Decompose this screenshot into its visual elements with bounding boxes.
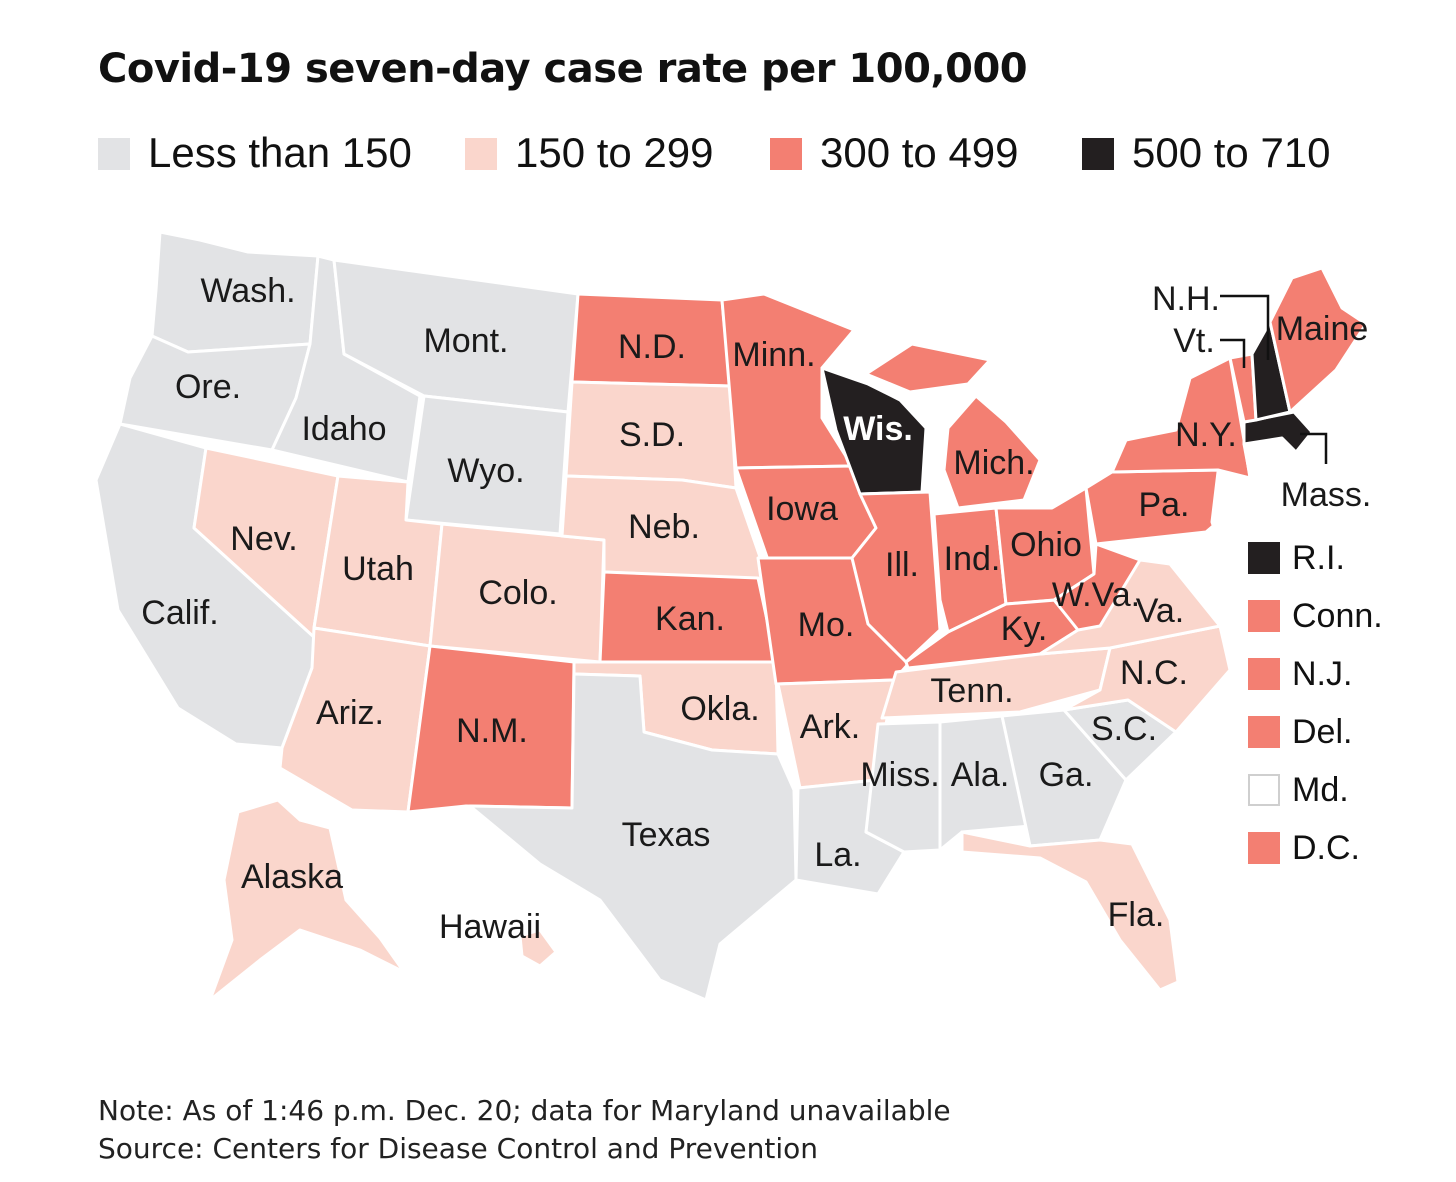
legend-swatch xyxy=(465,138,497,170)
state-label-ca: Calif. xyxy=(141,594,218,632)
state-label-sc: S.C. xyxy=(1091,710,1157,748)
state-ak xyxy=(208,798,406,1002)
state-label-nd: N.D. xyxy=(618,328,686,366)
state-label-in: Ind. xyxy=(944,540,1001,578)
map-title: Covid-19 seven-day case rate per 100,000 xyxy=(98,46,1028,92)
state-label-ga: Ga. xyxy=(1039,756,1094,794)
state-label-nh: N.H. xyxy=(1152,280,1220,318)
state-label-ky: Ky. xyxy=(1001,610,1048,648)
state-label-il: Ill. xyxy=(885,546,919,584)
state-al xyxy=(938,714,1032,852)
state-label-tn: Tenn. xyxy=(930,672,1013,710)
state-label-co: Colo. xyxy=(478,574,557,612)
leader-line-vt xyxy=(1220,338,1246,368)
state-il xyxy=(850,490,942,664)
state-shapes xyxy=(94,230,1368,1002)
state-label-id: Idaho xyxy=(301,410,386,448)
small-state-label: Conn. xyxy=(1292,597,1383,635)
state-wy xyxy=(404,394,570,536)
small-state-label: R.I. xyxy=(1292,539,1345,577)
state-wv xyxy=(1052,542,1142,632)
state-label-az: Ariz. xyxy=(316,694,384,732)
small-state-label: Del. xyxy=(1292,713,1353,751)
legend-label: 300 to 499 xyxy=(820,129,1019,176)
state-label-va: Va. xyxy=(1136,592,1185,630)
state-label-ak: Alaska xyxy=(241,858,343,896)
state-label-ia: Iowa xyxy=(766,490,838,528)
state-label-mt: Mont. xyxy=(423,322,508,360)
small-state-swatch xyxy=(1248,542,1280,574)
legend-label: 500 to 710 xyxy=(1132,129,1331,176)
state-label-ks: Kan. xyxy=(655,600,725,638)
state-labels: Wash. Ore. Calif. Idaho Mont. Wyo. Nev. … xyxy=(141,272,1371,946)
state-label-wy: Wyo. xyxy=(447,452,524,490)
state-label-oh: Ohio xyxy=(1010,526,1082,564)
state-label-al: Ala. xyxy=(951,756,1010,794)
state-mi xyxy=(942,394,1042,510)
small-state-label: N.J. xyxy=(1292,655,1353,693)
leader-line-nh xyxy=(1220,294,1270,360)
state-hi xyxy=(518,928,558,968)
state-label-mo: Mo. xyxy=(798,606,855,644)
source-text: Source: Centers for Disease Control and … xyxy=(98,1132,819,1165)
state-nj xyxy=(1210,470,1246,554)
state-label-ok: Okla. xyxy=(680,690,759,728)
state-label-ar: Ark. xyxy=(800,708,860,746)
state-label-mn: Minn. xyxy=(732,336,815,374)
state-me xyxy=(1268,266,1368,414)
state-label-sd: S.D. xyxy=(619,416,685,454)
state-ma xyxy=(1242,410,1314,454)
state-tx xyxy=(468,672,798,1002)
state-label-nm: N.M. xyxy=(456,712,528,750)
small-state-swatch xyxy=(1248,832,1280,864)
state-label-vt: Vt. xyxy=(1173,322,1215,360)
state-label-nc: N.C. xyxy=(1120,654,1188,692)
state-label-wa: Wash. xyxy=(200,272,295,310)
legend-swatch xyxy=(98,138,130,170)
state-label-wi: Wis. xyxy=(843,410,913,448)
state-label-fl: Fla. xyxy=(1108,896,1165,934)
state-wi xyxy=(820,366,928,496)
state-label-ms: Miss. xyxy=(860,756,939,794)
state-label-me: Maine xyxy=(1276,310,1369,348)
state-ga xyxy=(1000,708,1128,848)
state-label-tx: Texas xyxy=(622,816,711,854)
leader-lines xyxy=(1220,294,1328,464)
leader-line-ma xyxy=(1300,432,1328,464)
legend-label: Less than 150 xyxy=(148,129,412,176)
state-label-hi: Hawaii xyxy=(439,908,541,946)
legend-swatch xyxy=(770,138,802,170)
state-label-ny: N.Y. xyxy=(1175,416,1237,454)
small-state-swatch xyxy=(1248,716,1280,748)
state-label-mi: Mich. xyxy=(953,444,1034,482)
state-label-la: La. xyxy=(814,836,861,874)
legend-swatch xyxy=(1082,138,1114,170)
note-text: Note: As of 1:46 p.m. Dec. 20; data for … xyxy=(98,1094,951,1127)
small-state-swatch xyxy=(1248,600,1280,632)
state-label-pa: Pa. xyxy=(1138,486,1189,524)
state-label-wv: W.Va. xyxy=(1052,576,1140,614)
state-ms xyxy=(864,720,942,854)
us-map: Wash. Ore. Calif. Idaho Mont. Wyo. Nev. … xyxy=(94,230,1371,1002)
state-label-or: Ore. xyxy=(175,368,241,406)
small-state-swatch xyxy=(1248,658,1280,690)
small-state-label: Md. xyxy=(1292,771,1349,809)
state-mi-up xyxy=(864,342,992,394)
legend-label: 150 to 299 xyxy=(515,129,714,176)
state-label-ut: Utah xyxy=(342,550,414,588)
state-label-ne: Neb. xyxy=(628,508,700,546)
state-label-nv: Nev. xyxy=(230,520,297,558)
small-state-swatch xyxy=(1248,774,1280,806)
state-fl xyxy=(960,830,1180,992)
state-label-ma: Mass. xyxy=(1281,476,1372,514)
small-state-label: D.C. xyxy=(1292,829,1360,867)
